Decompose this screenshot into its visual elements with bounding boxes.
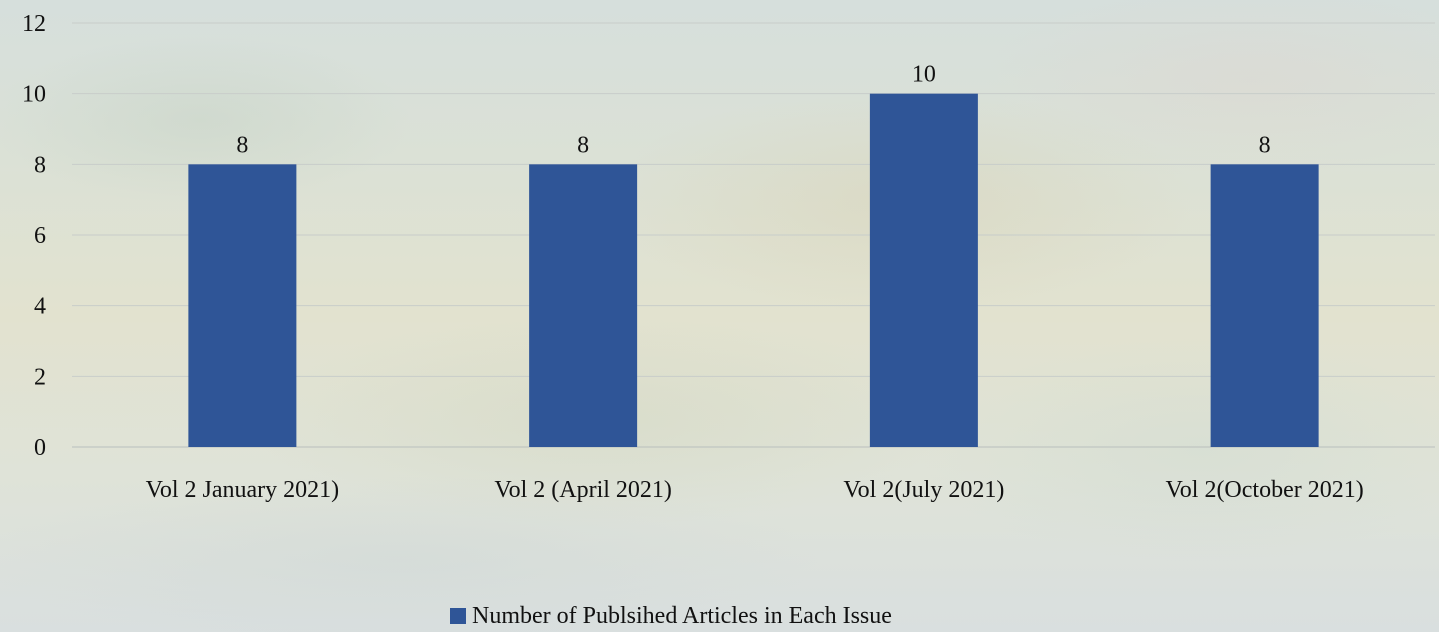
bar	[529, 164, 638, 448]
data-label: 10	[912, 62, 936, 88]
data-labels: 8 8 10 8	[236, 62, 1270, 159]
data-label: 8	[236, 132, 248, 158]
legend: Number of Publsihed Articles in Each Iss…	[450, 601, 892, 631]
legend-label: Number of Publsihed Articles in Each Iss…	[472, 602, 892, 629]
y-axis-ticks: 0 2 4 6 8 10 12	[22, 11, 46, 461]
bars	[188, 93, 1319, 448]
x-tick-label: Vol 2(October 2021)	[1166, 477, 1364, 503]
y-tick-label: 6	[34, 223, 46, 249]
y-tick-label: 12	[22, 11, 46, 37]
data-label: 8	[577, 132, 589, 158]
bar	[188, 164, 297, 448]
data-label: 8	[1259, 132, 1271, 158]
x-tick-label: Vol 2 January 2021)	[146, 477, 340, 503]
x-tick-label: Vol 2(July 2021)	[843, 477, 1004, 503]
y-tick-label: 8	[34, 152, 46, 178]
legend-swatch	[450, 608, 466, 624]
bar	[869, 93, 978, 448]
y-tick-label: 0	[34, 435, 46, 461]
y-tick-label: 2	[34, 364, 46, 390]
gridlines	[72, 22, 1435, 448]
bar	[1210, 164, 1319, 448]
x-tick-label: Vol 2 (April 2021)	[494, 477, 672, 503]
y-tick-label: 4	[34, 294, 46, 320]
y-tick-label: 10	[22, 82, 46, 108]
x-axis-ticks: Vol 2 January 2021) Vol 2 (April 2021) Vol…	[146, 477, 1364, 503]
